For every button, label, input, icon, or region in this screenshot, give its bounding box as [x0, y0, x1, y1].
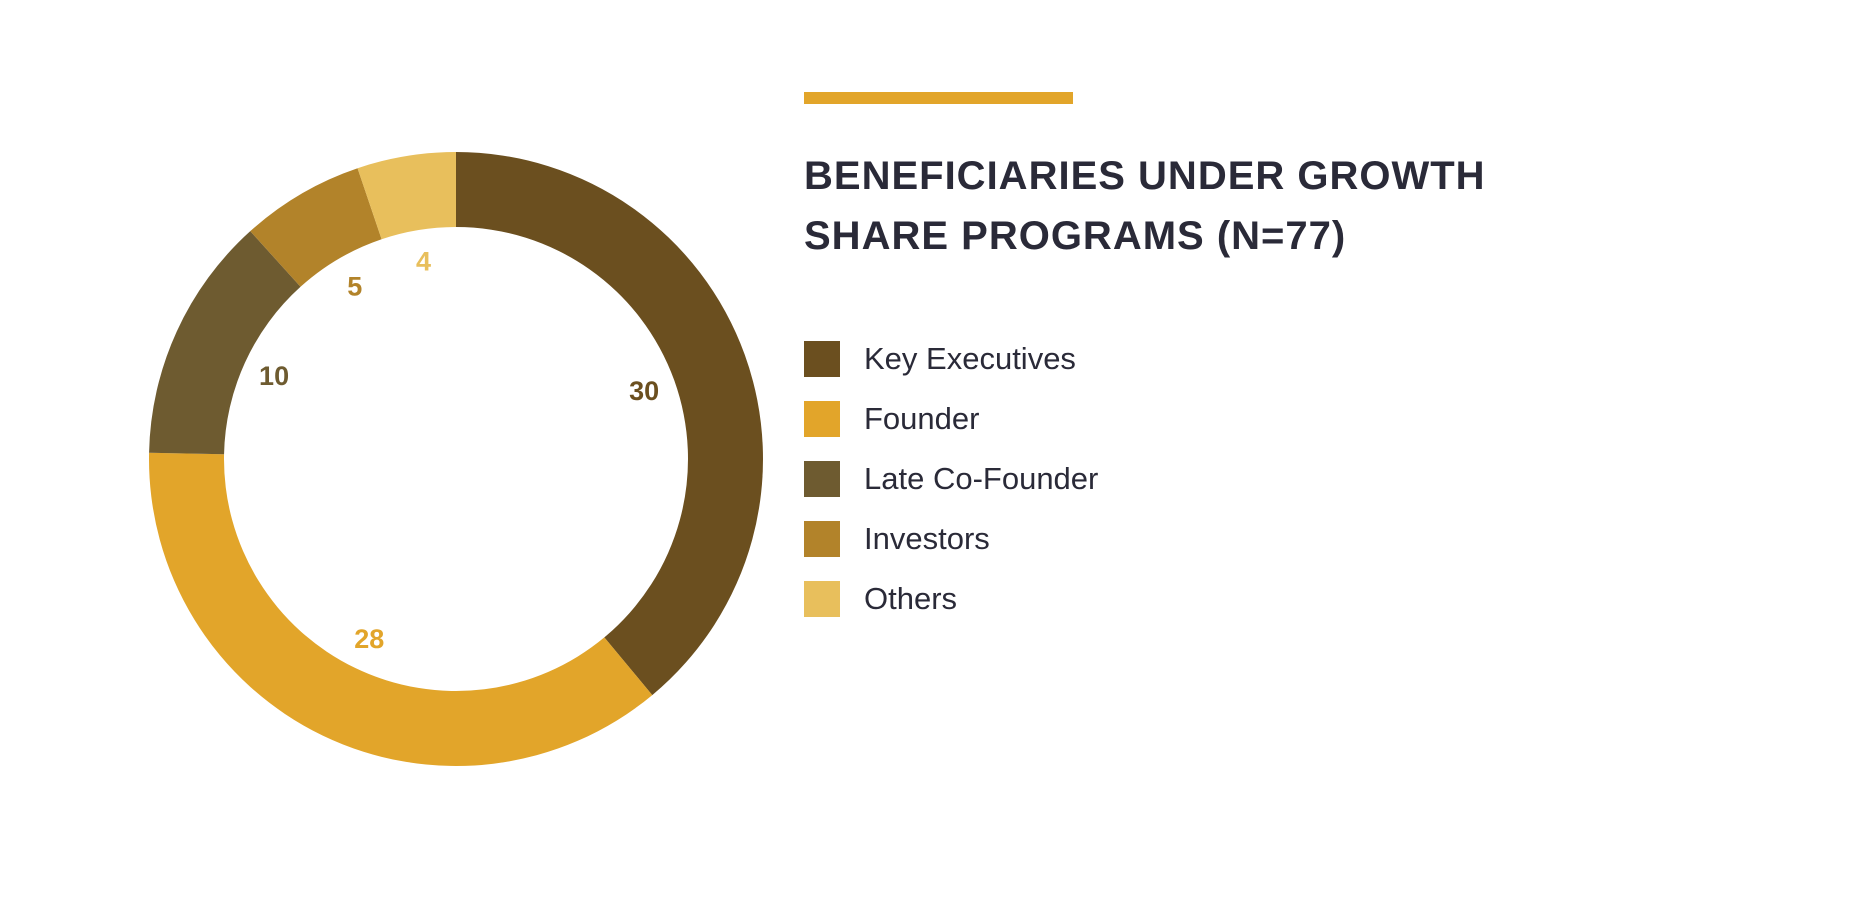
legend-item-late-co-founder: Late Co-Founder — [804, 461, 1098, 497]
donut-slice-founder — [148, 452, 653, 767]
donut-slice-investors — [250, 168, 382, 287]
donut-chart: 30 28 10 5 4 — [148, 152, 763, 767]
data-label: 30 — [629, 376, 659, 406]
legend-swatch — [804, 341, 840, 377]
legend-label: Key Executives — [864, 341, 1076, 376]
data-label: 4 — [416, 247, 431, 277]
data-label: 28 — [354, 624, 384, 654]
data-label: 10 — [259, 361, 289, 391]
legend-label: Late Co-Founder — [864, 461, 1099, 496]
chart-title: BENEFICIARIES UNDER GROWTH SHARE PROGRAM… — [804, 146, 1704, 266]
legend-swatch — [804, 581, 840, 617]
legend-swatch — [804, 401, 840, 437]
donut-slice-others — [357, 152, 456, 240]
legend-item-key-executives: Key Executives — [804, 341, 1098, 377]
donut-slice-key-executives — [456, 152, 763, 696]
legend: Key Executives Founder Late Co-Founder I… — [804, 341, 1098, 641]
accent-bar — [804, 92, 1073, 104]
legend-item-investors: Investors — [804, 521, 1098, 557]
title-line-1: BENEFICIARIES UNDER GROWTH — [804, 154, 1486, 198]
donut-slice-late-co-founder — [149, 231, 301, 455]
legend-swatch — [804, 461, 840, 497]
legend-label: Founder — [864, 401, 980, 436]
legend-item-founder: Founder — [804, 401, 1098, 437]
title-line-2: SHARE PROGRAMS (N=77) — [804, 214, 1347, 258]
data-label: 5 — [347, 271, 362, 301]
legend-swatch — [804, 521, 840, 557]
legend-label: Others — [864, 581, 958, 616]
legend-item-others: Others — [804, 581, 1098, 617]
legend-label: Investors — [864, 521, 990, 556]
